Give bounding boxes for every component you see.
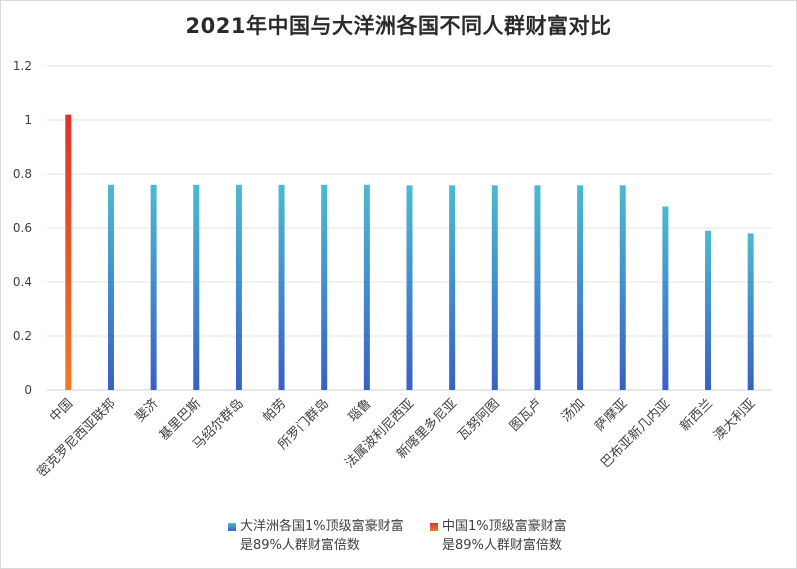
y-tick-label: 1 — [24, 113, 32, 127]
bar-oceania[interactable] — [747, 233, 754, 390]
x-tick-label: 中国 — [47, 396, 76, 425]
x-tick-label: 斐济 — [132, 396, 161, 425]
chart-legend: 大洋洲各国1%顶级富豪财富 是89%人群财富倍数 中国1%顶级富豪财富 是89%人群… — [0, 517, 797, 561]
bar-oceania[interactable] — [619, 185, 626, 390]
bar-oceania[interactable] — [577, 185, 584, 390]
x-tick-label: 萨摩亚 — [592, 396, 631, 435]
bar-oceania[interactable] — [150, 184, 157, 390]
bar-china[interactable] — [65, 114, 72, 390]
y-tick-label: 0.6 — [13, 221, 32, 235]
bar-oceania[interactable] — [491, 185, 498, 390]
x-tick-label: 汤加 — [559, 396, 588, 425]
legend-swatch-china — [430, 523, 438, 531]
y-tick-label: 0.2 — [13, 329, 32, 343]
bar-oceania[interactable] — [406, 185, 413, 390]
bar-oceania[interactable] — [449, 185, 456, 390]
bar-oceania[interactable] — [235, 184, 242, 390]
x-tick-label: 帕劳 — [260, 396, 290, 426]
x-tick-label: 图瓦卢 — [506, 396, 545, 435]
y-tick-label: 0.8 — [13, 167, 32, 181]
bar-oceania[interactable] — [534, 185, 541, 390]
legend-swatch-oceania — [228, 523, 236, 531]
legend-label-china: 中国1%顶级富豪财富 是89%人群财富倍数 — [442, 519, 567, 553]
bar-oceania[interactable] — [705, 230, 712, 390]
legend-label-oceania: 大洋洲各国1%顶级富豪财富 是89%人群财富倍数 — [240, 519, 404, 553]
bar-oceania[interactable] — [107, 184, 114, 390]
bar-oceania[interactable] — [278, 184, 285, 390]
bar-oceania[interactable] — [193, 184, 200, 390]
chart-title: 2021年中国与大洋洲各国不同人群财富对比 — [185, 14, 612, 38]
y-tick-label: 1.2 — [13, 59, 32, 73]
x-tick-label: 瑙鲁 — [346, 396, 375, 425]
x-tick-label: 瓦努阿图 — [455, 396, 502, 443]
y-tick-label: 0 — [24, 383, 32, 397]
x-tick-label: 密克罗尼西亚联邦 — [34, 396, 119, 481]
bar-oceania[interactable] — [363, 184, 370, 390]
x-tick-label: 新西兰 — [677, 396, 716, 435]
y-tick-label: 0.4 — [13, 275, 32, 289]
bar-oceania[interactable] — [321, 184, 328, 390]
x-tick-label: 澳大利亚 — [710, 396, 758, 444]
bar-oceania[interactable] — [662, 206, 669, 390]
